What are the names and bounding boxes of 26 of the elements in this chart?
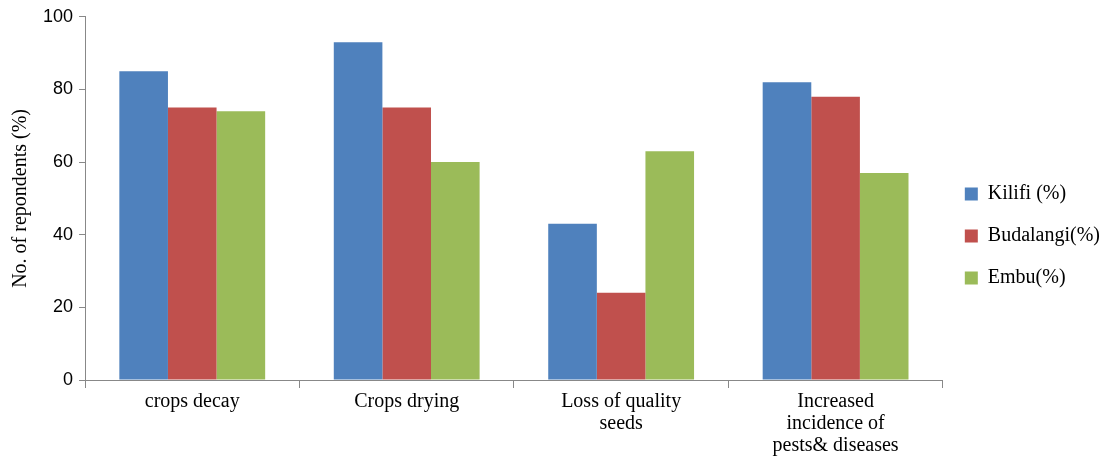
x-tick-label: crops decay: [144, 389, 240, 413]
x-tick-label: Crops drying: [354, 389, 460, 413]
bar: [859, 172, 909, 380]
bar: [333, 42, 383, 380]
x-tick-label: Loss of quality seeds: [561, 389, 682, 434]
y-tick-label: 60: [53, 151, 74, 172]
bar: [645, 151, 695, 380]
y-tick-label: 100: [42, 5, 74, 26]
y-tick-label: 80: [53, 78, 74, 99]
y-tick-label: 0: [63, 368, 74, 389]
bar: [431, 162, 480, 380]
bar: [596, 292, 646, 380]
bar: [119, 71, 168, 380]
x-tick-label: Increased incidence of pests& diseases: [772, 389, 899, 457]
bar: [167, 107, 217, 380]
y-tick-label: 40: [53, 223, 74, 244]
bar: [548, 223, 597, 380]
legend-label: Budalangi(%): [987, 223, 1100, 247]
bar: [762, 82, 812, 380]
legend-label: Kilifi (%): [987, 181, 1067, 205]
y-tick-label: 20: [53, 296, 74, 317]
legend-label: Embu(%): [987, 265, 1066, 289]
y-axis-title: No. of repondents (%): [8, 108, 32, 288]
bar: [382, 107, 431, 380]
bar: [811, 96, 860, 380]
bar: [216, 111, 266, 380]
